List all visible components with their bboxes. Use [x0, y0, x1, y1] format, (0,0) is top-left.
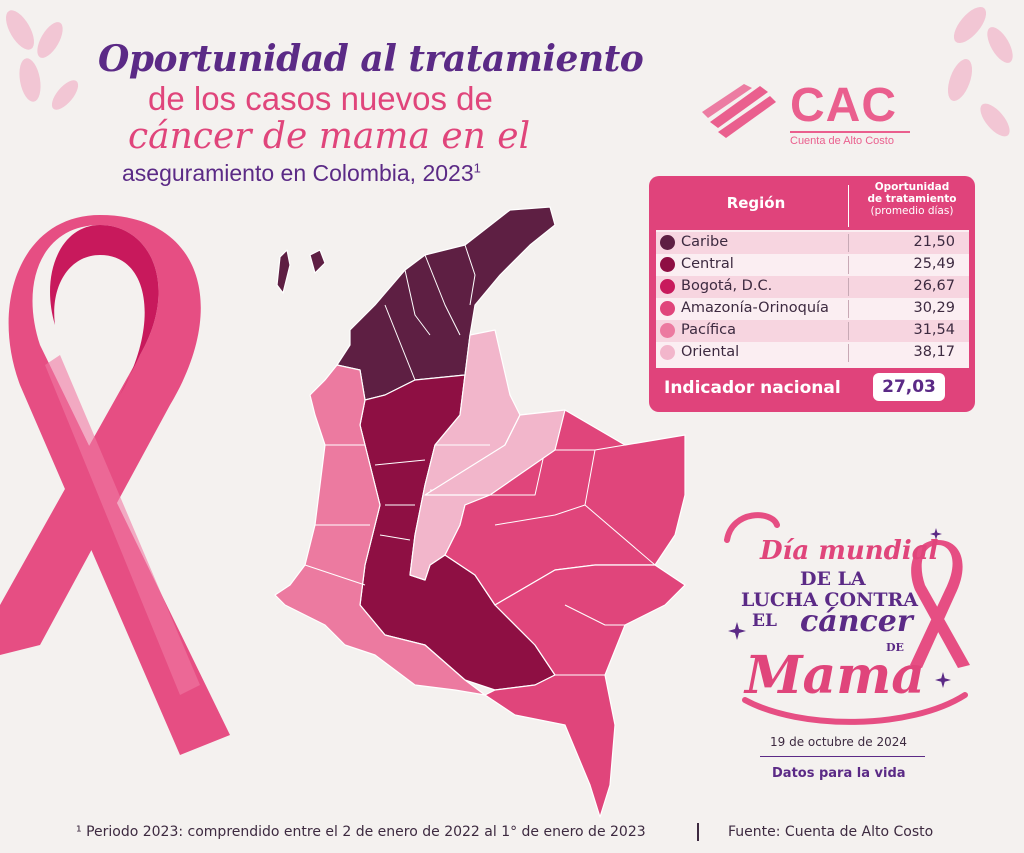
table-header-region: Región — [726, 194, 786, 212]
sparkle-icon — [728, 622, 746, 640]
table-header-divider — [848, 185, 849, 227]
badge-ribbon-icon — [910, 540, 970, 668]
cell-divider — [848, 278, 849, 296]
title-line-2: de los casos nuevos de — [148, 80, 493, 117]
leaf-decoration-left — [6, 10, 79, 110]
cell-divider — [848, 322, 849, 340]
table-row: Oriental 38,17 — [656, 342, 969, 364]
region-name: Pacífica — [681, 322, 736, 338]
event-date: 19 de octubre de 2024 — [770, 735, 907, 749]
logo-underline — [790, 131, 910, 133]
region-value: 25,49 — [913, 256, 955, 272]
region-name: Oriental — [681, 344, 740, 360]
badge-line-6: DE — [886, 641, 904, 654]
badge-line-3: LUCHA CONTRA — [741, 589, 919, 611]
table-body: Caribe 21,50 Central 25,49 Bogotá, D.C. … — [656, 230, 969, 368]
cell-divider — [848, 344, 849, 362]
badge-line-5: cáncer — [800, 604, 913, 639]
map-island-san-andres — [276, 249, 291, 294]
region-value: 30,29 — [913, 300, 955, 316]
legend-swatch — [660, 301, 675, 316]
cell-divider — [848, 234, 849, 252]
map-region-caribe — [336, 206, 556, 401]
swirl-decoration — [742, 692, 968, 725]
tagline: Datos para la vida — [772, 766, 906, 781]
map-region-amazonia — [484, 564, 686, 818]
date-divider — [760, 756, 925, 757]
logo-text: CAC — [790, 79, 897, 132]
pink-ribbon-icon — [0, 215, 230, 755]
cell-divider — [848, 300, 849, 318]
table-row: Amazonía-Orinoquía 30,29 — [656, 298, 969, 320]
map-region-vichada — [424, 409, 566, 496]
badge-line-1: Día mundial — [760, 536, 939, 566]
title-line-3: cáncer de mama en el — [128, 116, 531, 157]
legend-swatch — [660, 257, 675, 272]
badge-line-7: Mama — [745, 645, 925, 706]
source-note: Fuente: Cuenta de Alto Costo — [728, 824, 934, 840]
sparkle-icon — [930, 528, 942, 540]
region-value: 38,17 — [913, 344, 955, 360]
badge-line-2: DE LA — [800, 568, 866, 590]
footnote: ¹ Periodo 2023: comprendido entre el 2 d… — [76, 824, 646, 840]
region-name: Caribe — [681, 234, 729, 250]
leaf-decoration-right — [947, 6, 1013, 137]
region-value: 26,67 — [913, 278, 955, 294]
cell-divider — [848, 256, 849, 274]
region-value: 31,54 — [913, 322, 955, 338]
legend-swatch — [660, 235, 675, 250]
logo-subtitle: Cuenta de Alto Costo — [790, 135, 894, 147]
sparkle-icon — [935, 672, 951, 688]
colombia-map — [274, 206, 686, 818]
badge-line-4: EL — [752, 611, 777, 631]
region-value: 21,50 — [913, 234, 955, 250]
table-row: Caribe 21,50 — [656, 232, 969, 254]
cac-logo-icon — [702, 84, 776, 138]
footer-separator — [697, 823, 699, 841]
swirl-decoration — [724, 512, 780, 543]
title-line-4: aseguramiento en Colombia, 20231 — [122, 160, 481, 186]
title-line-1: Oportunidad al tratamiento — [98, 38, 644, 80]
region-name: Bogotá, D.C. — [681, 278, 773, 294]
national-indicator-value: 27,03 — [873, 373, 945, 401]
national-indicator-label: Indicador nacional — [664, 378, 841, 398]
region-name: Central — [681, 256, 734, 272]
table-row: Bogotá, D.C. 26,67 — [656, 276, 969, 298]
region-name: Amazonía-Orinoquía — [681, 300, 829, 316]
legend-swatch — [660, 345, 675, 360]
map-region-pacifica — [274, 364, 486, 696]
table-row: Pacífica 31,54 — [656, 320, 969, 342]
map-island-providencia — [309, 249, 326, 274]
legend-swatch — [660, 323, 675, 338]
table-row: Central 25,49 — [656, 254, 969, 276]
legend-swatch — [660, 279, 675, 294]
table-header-value: Oportunidad de tratamiento (promedio día… — [867, 181, 957, 217]
